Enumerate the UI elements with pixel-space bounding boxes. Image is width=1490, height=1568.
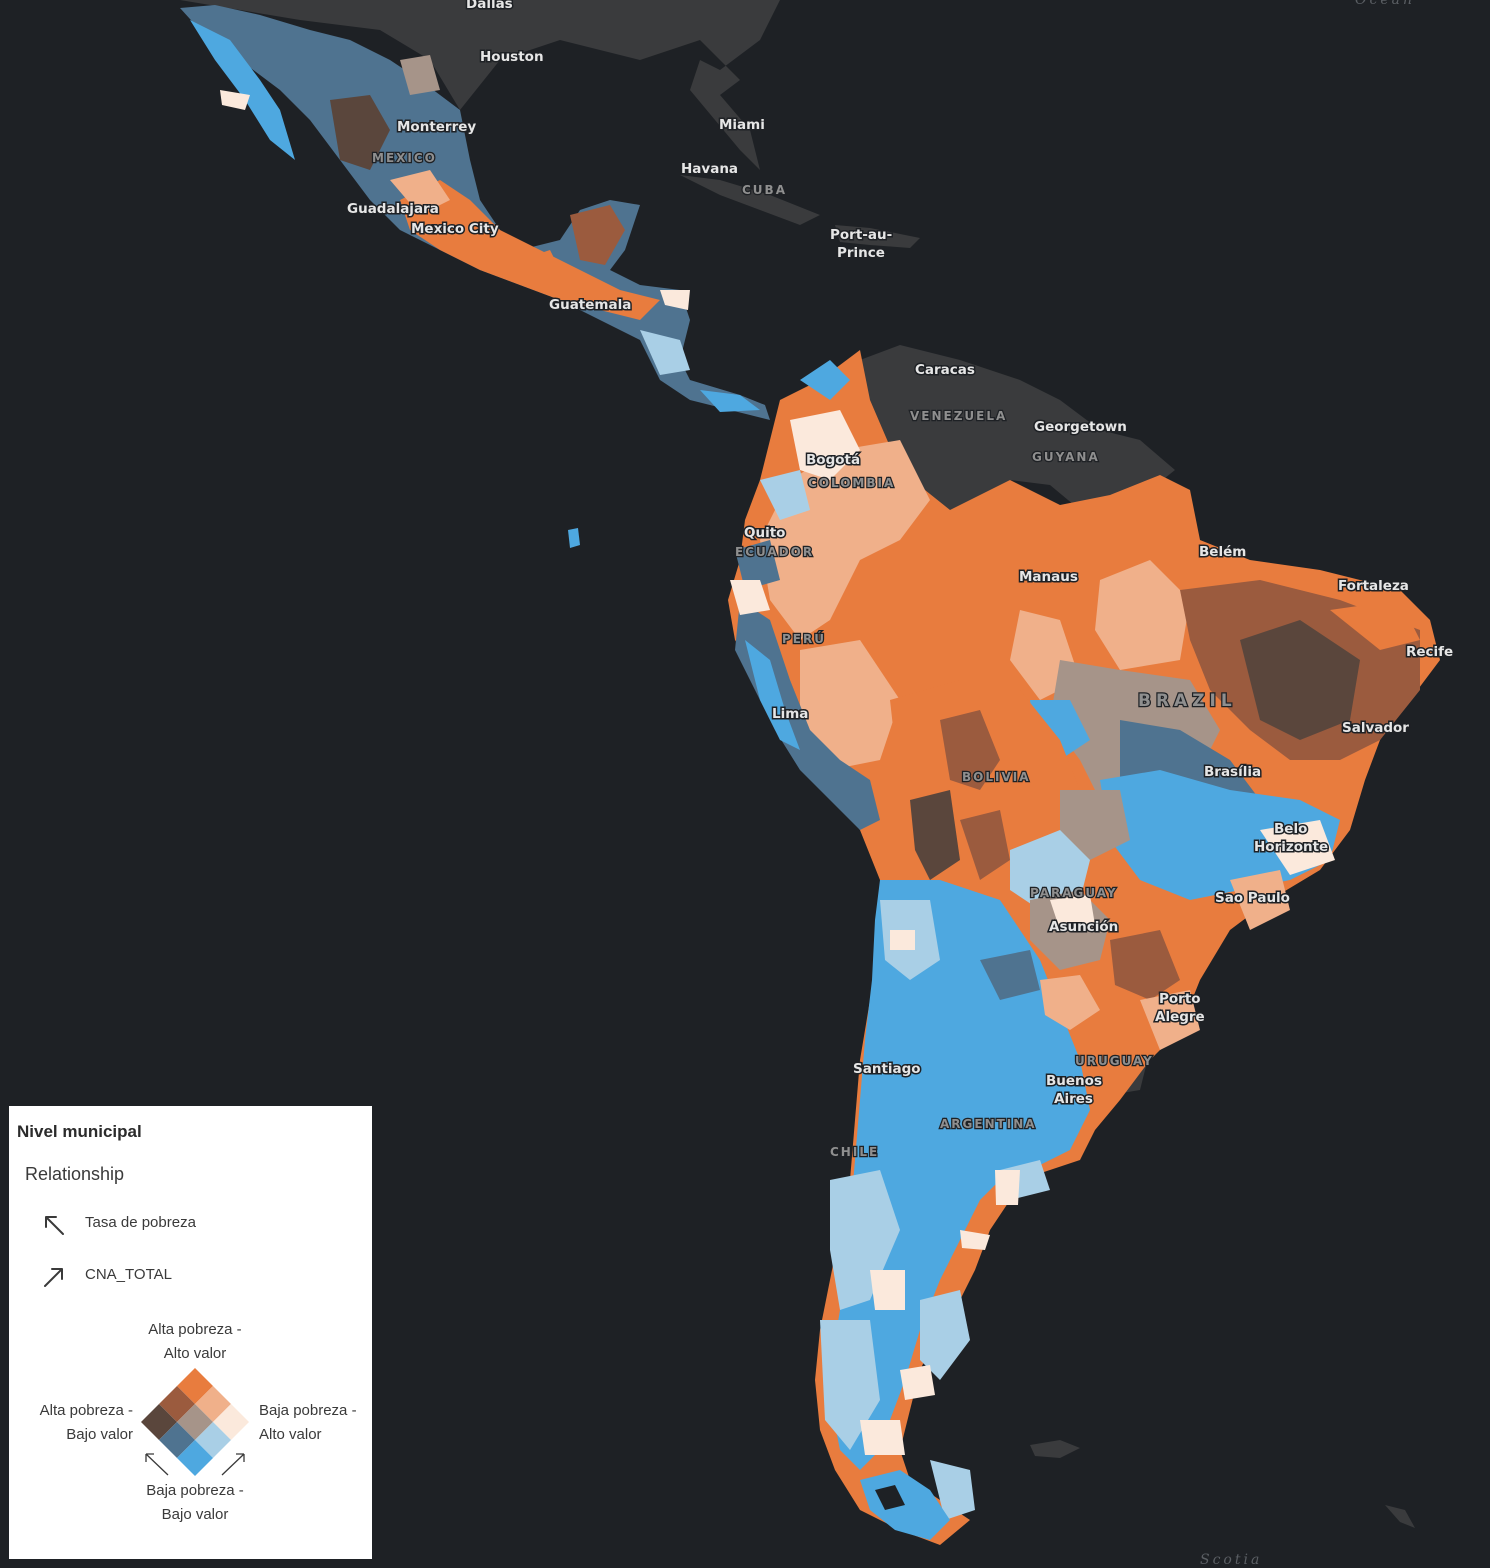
- city-label: Port-au-: [830, 227, 892, 243]
- bivariate-color-grid: [141, 1368, 249, 1476]
- city-label: Horizonte: [1254, 839, 1328, 855]
- legend-corner-right: Baja pobreza - Alto valor: [259, 1399, 371, 1447]
- city-label: Guatemala: [549, 297, 631, 313]
- legend-corner-line: Bajo valor: [161, 1506, 229, 1523]
- legend-corner-line: Alta pobreza -: [148, 1321, 242, 1338]
- legend-corner-top: Alta pobreza - Alto valor: [144, 1318, 246, 1366]
- city-label: Havana: [681, 161, 738, 177]
- legend-title: Nivel municipal: [17, 1122, 142, 1141]
- city-label: Recife: [1406, 644, 1453, 660]
- country-label: CHILE: [830, 1145, 879, 1159]
- legend-corner-bottom: Baja pobreza - Bajo valor: [139, 1479, 251, 1527]
- country-labels: MEXICO CUBA VENEZUELA GUYANA COLOMBIA EC…: [371, 150, 1237, 1161]
- legend-corner-left: Alta pobreza - Bajo valor: [23, 1399, 133, 1447]
- city-label: Brasília: [1204, 764, 1261, 780]
- country-label: URUGUAY: [1075, 1054, 1154, 1068]
- city-label: Salvador: [1342, 720, 1409, 736]
- country-label: GUYANA: [1032, 450, 1100, 464]
- ocean-label: Ocean: [1355, 0, 1415, 8]
- country-label: CUBA: [742, 183, 787, 197]
- ocean-labels: Ocean Scotia: [1200, 0, 1415, 1568]
- city-label: Houston: [480, 49, 544, 65]
- legend-corner-line: Baja pobreza -: [259, 1402, 357, 1419]
- city-label: Asunción: [1049, 919, 1118, 935]
- legend-field-label: CNA_TOTAL: [85, 1266, 172, 1283]
- city-label: Santiago: [853, 1061, 921, 1077]
- city-label: Dallas: [466, 0, 513, 12]
- country-label: BRAZIL: [1138, 691, 1237, 711]
- city-label: Prince: [837, 245, 885, 261]
- country-label: PARAGUAY: [1030, 886, 1118, 900]
- arrow-up-left-icon: [45, 1216, 64, 1235]
- country-label: ECUADOR: [735, 545, 814, 559]
- city-label: Mexico City: [411, 221, 499, 237]
- city-label: Caracas: [915, 362, 975, 378]
- ocean-label: Scotia: [1200, 1552, 1262, 1568]
- city-label: Sao Paulo: [1215, 890, 1290, 906]
- city-label: Bogotá: [806, 452, 860, 468]
- city-label: Aires: [1054, 1091, 1093, 1107]
- choropleth-mexico-central-america: [180, 5, 770, 420]
- legend-subtitle: Relationship: [25, 1164, 125, 1184]
- city-label: Monterrey: [397, 119, 476, 135]
- country-label: COLOMBIA: [808, 476, 895, 490]
- legend-panel: Nivel municipal Relationship Tasa de pob…: [9, 1106, 372, 1559]
- country-label: ARGENTINA: [940, 1117, 1037, 1131]
- legend-corner-line: Alto valor: [163, 1345, 227, 1362]
- choropleth-south-america: [568, 350, 1440, 1545]
- arrow-up-left-icon: [145, 1453, 169, 1476]
- legend-corner-line: Baja pobreza -: [146, 1482, 244, 1499]
- country-label: VENEZUELA: [910, 409, 1007, 423]
- legend-swatch: [177, 1440, 213, 1476]
- city-label: Miami: [719, 117, 765, 133]
- legend-corner-line: Alto valor: [259, 1426, 322, 1443]
- country-label: BOLIVIA: [962, 770, 1031, 784]
- city-label: Fortaleza: [1338, 578, 1409, 594]
- city-label: Georgetown: [1034, 419, 1127, 435]
- city-label: Manaus: [1019, 569, 1078, 585]
- arrow-up-right-icon: [44, 1268, 63, 1287]
- legend-field-label: Tasa de pobreza: [85, 1214, 196, 1231]
- city-label: Alegre: [1155, 1009, 1205, 1025]
- country-label: PERÚ: [782, 631, 826, 646]
- city-label: Porto: [1159, 991, 1201, 1007]
- country-label: MEXICO: [372, 151, 437, 165]
- city-label: Quito: [744, 525, 785, 541]
- city-label: Belém: [1199, 544, 1246, 560]
- legend-corner-line: Alta pobreza -: [39, 1402, 133, 1419]
- city-labels: Dallas Houston Miami Havana Monterrey Gu…: [346, 0, 1455, 1109]
- city-label: Guadalajara: [347, 201, 439, 217]
- city-label: Lima: [772, 706, 808, 722]
- arrow-up-right-icon: [221, 1453, 245, 1476]
- legend-corner-line: Bajo valor: [66, 1426, 133, 1443]
- city-label: Belo: [1274, 821, 1307, 837]
- city-label: Buenos: [1046, 1073, 1102, 1089]
